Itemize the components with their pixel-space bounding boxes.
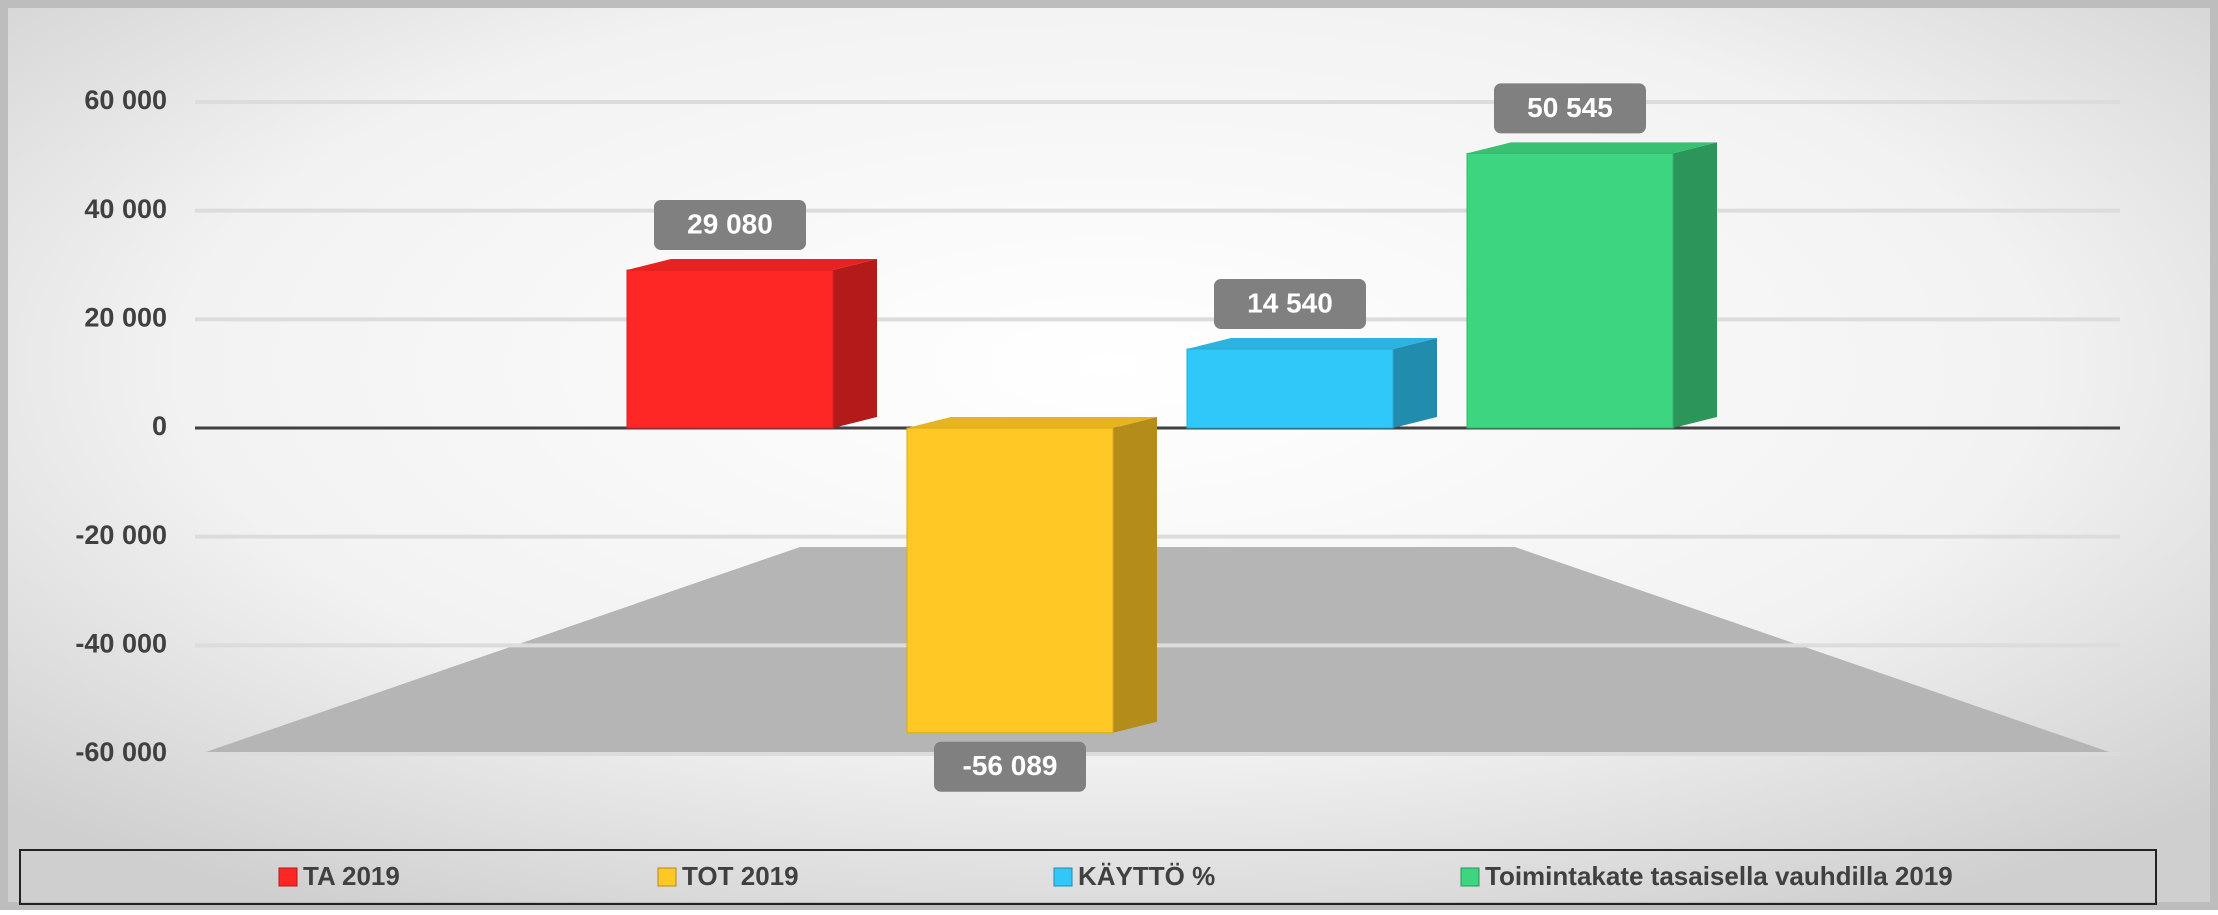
bar-top — [1467, 142, 1717, 154]
bar — [1466, 152, 1674, 429]
y-tick-label: 40 000 — [84, 194, 167, 224]
legend-swatch — [278, 867, 298, 887]
y-tick-label: -40 000 — [75, 628, 167, 658]
data-label: 29 080 — [687, 208, 773, 239]
legend-swatch — [1460, 867, 1480, 887]
data-label-box — [934, 741, 1086, 792]
legend-swatch — [1053, 867, 1073, 887]
bar — [1186, 348, 1394, 429]
legend-label: Toimintakate tasaisella vauhdilla 2019 — [1485, 861, 1953, 891]
bar-top — [1187, 337, 1437, 349]
legend-label: KÄYTTÖ % — [1078, 861, 1215, 891]
legend-swatch — [657, 867, 677, 887]
bar-top — [627, 258, 877, 270]
legend-label: TA 2019 — [303, 861, 400, 891]
floor — [200, 547, 2115, 754]
data-label: 14 540 — [1247, 287, 1333, 318]
data-label-box — [1494, 83, 1646, 134]
bar-top — [907, 417, 1157, 428]
y-tick-label: -20 000 — [75, 520, 167, 550]
data-label-box — [1214, 278, 1366, 329]
bar — [626, 269, 834, 429]
y-tick-label: 0 — [152, 411, 167, 441]
y-tick-label: 20 000 — [84, 302, 167, 332]
y-tick-label: 60 000 — [84, 85, 167, 115]
y-tick-label: -60 000 — [75, 737, 167, 767]
legend-box — [19, 849, 2157, 905]
bar-side — [833, 258, 877, 428]
bar-side — [1113, 417, 1157, 733]
data-label: 50 545 — [1527, 92, 1613, 123]
bar — [906, 427, 1114, 734]
data-label: -56 089 — [963, 750, 1058, 781]
bar-side — [1393, 337, 1437, 428]
data-label-box — [654, 199, 806, 250]
bar-side — [1673, 142, 1717, 428]
legend-label: TOT 2019 — [682, 861, 799, 891]
